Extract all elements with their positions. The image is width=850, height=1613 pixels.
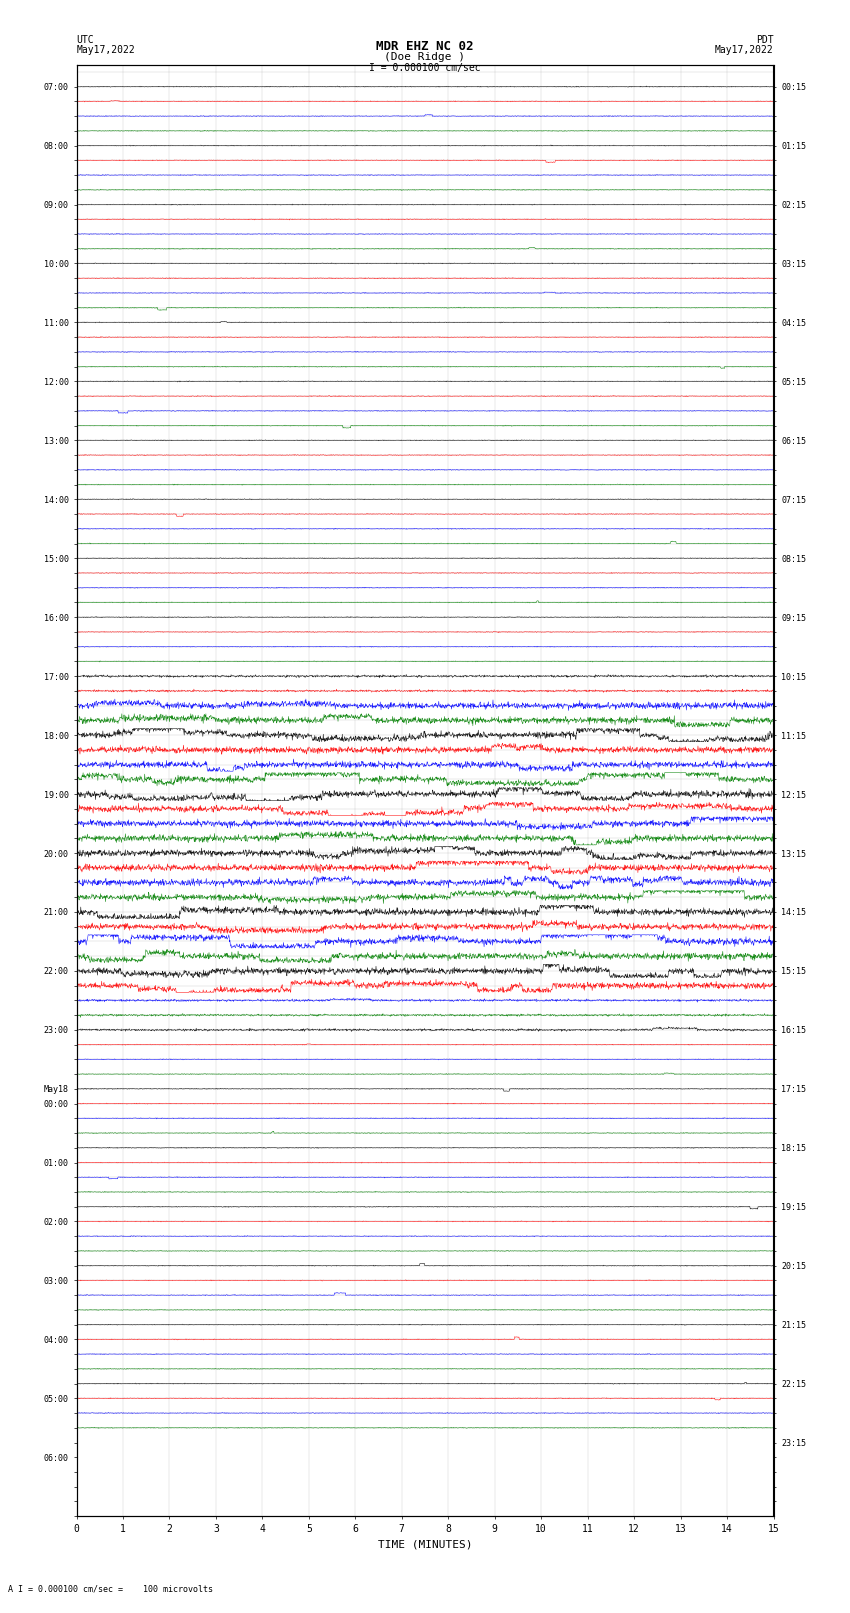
Text: UTC: UTC	[76, 35, 94, 45]
Text: PDT: PDT	[756, 35, 774, 45]
Text: A I = 0.000100 cm/sec =    100 microvolts: A I = 0.000100 cm/sec = 100 microvolts	[8, 1584, 213, 1594]
Text: May17,2022: May17,2022	[715, 45, 774, 55]
X-axis label: TIME (MINUTES): TIME (MINUTES)	[377, 1539, 473, 1550]
Text: (Doe Ridge ): (Doe Ridge )	[384, 52, 466, 61]
Text: MDR EHZ NC 02: MDR EHZ NC 02	[377, 40, 473, 53]
Text: I = 0.000100 cm/sec: I = 0.000100 cm/sec	[369, 63, 481, 73]
Text: May17,2022: May17,2022	[76, 45, 135, 55]
